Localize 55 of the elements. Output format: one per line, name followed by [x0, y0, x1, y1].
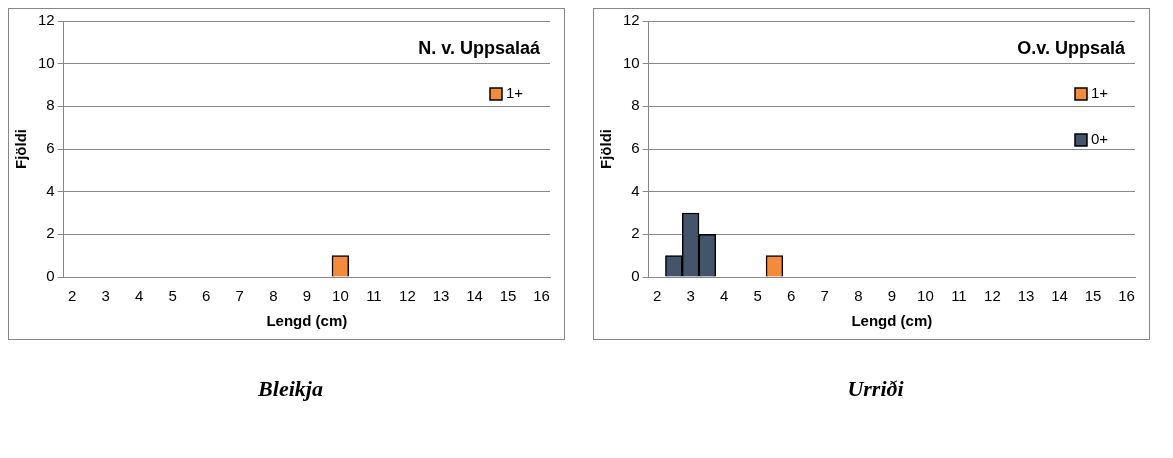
x-tick-label: 16 [533, 287, 550, 305]
x-tick-label: 5 [168, 287, 177, 305]
x-tick-label: 13 [432, 287, 450, 305]
x-tick-label: 11 [951, 287, 967, 305]
x-tick-label: 7 [820, 287, 829, 305]
x-tick-label: 12 [984, 287, 1001, 305]
x-tick-label: 7 [235, 287, 244, 305]
y-tick-label: 8 [631, 96, 640, 114]
y-tick-label: 6 [46, 139, 55, 157]
x-tick-label: 15 [499, 287, 517, 305]
y-tick-label: 10 [38, 53, 55, 71]
legend-label: 1+ [506, 84, 524, 102]
x-tick-label: 6 [202, 287, 211, 305]
legend-label: 0+ [1091, 130, 1109, 148]
x-tick-label: 6 [787, 287, 796, 305]
y-tick-label: 4 [631, 181, 640, 199]
x-axis-title: Lengd (cm) [266, 312, 348, 330]
x-tick-label: 12 [399, 287, 416, 305]
x-tick-label: 3 [101, 287, 110, 305]
y-tick-label: 4 [46, 181, 55, 199]
x-axis-title: Lengd (cm) [851, 312, 933, 330]
y-tick-label: 2 [46, 224, 55, 242]
x-tick-label: 13 [1017, 287, 1035, 305]
x-tick-label: 2 [652, 287, 662, 305]
y-tick-label: 12 [623, 11, 640, 29]
x-tick-label: 2 [67, 287, 77, 305]
text: Bleikja [257, 376, 324, 402]
x-tick-label: 11 [366, 287, 382, 305]
x-tick-label: 9 [887, 287, 897, 305]
x-tick-label: 16 [1118, 287, 1135, 305]
x-tick-label: 3 [686, 287, 695, 305]
text: N. v. Uppsalaá [418, 37, 541, 58]
x-tick-label: 8 [269, 287, 278, 305]
x-tick-label: 8 [854, 287, 863, 305]
y-axis-title: Fjöldi [12, 129, 30, 169]
x-tick-label: 14 [466, 287, 483, 305]
y-tick-label: 6 [631, 139, 640, 157]
x-tick-label: 14 [1051, 287, 1068, 305]
legend-label: 1+ [1091, 84, 1109, 102]
text: Urriði [846, 376, 905, 402]
y-tick-label: 0 [631, 267, 640, 285]
y-tick-label: 12 [38, 11, 55, 29]
y-tick-label: 8 [46, 96, 55, 114]
x-tick-label: 10 [917, 287, 934, 305]
x-tick-label: 4 [134, 287, 144, 305]
x-tick-label: 9 [302, 287, 312, 305]
x-tick-label: 4 [719, 287, 729, 305]
x-tick-label: 15 [1084, 287, 1102, 305]
y-axis-title: Fjöldi [597, 129, 615, 169]
text: O.v. Uppsalá [1017, 37, 1126, 58]
y-tick-label: 10 [623, 53, 640, 71]
x-tick-label: 5 [753, 287, 762, 305]
y-tick-label: 0 [46, 267, 55, 285]
x-tick-label: 10 [332, 287, 349, 305]
y-tick-label: 2 [631, 224, 640, 242]
